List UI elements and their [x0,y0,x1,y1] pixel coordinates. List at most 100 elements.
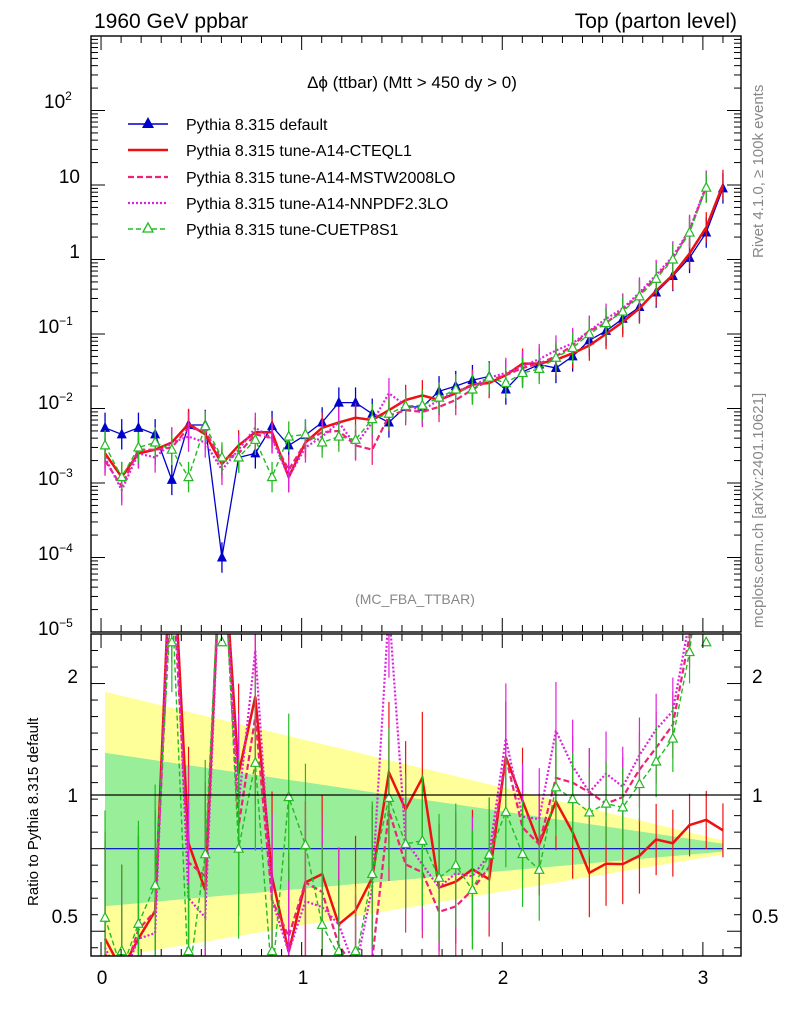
series-cuetp8s1 [99,172,712,493]
main-plot-series [99,169,728,573]
x-tick-3: 3 [698,968,709,989]
x-tick-2: 2 [498,968,509,989]
ratio-y-tick-05: 0.5 [52,907,78,928]
series-line-cteql1 [103,184,725,481]
ratio-data-point [567,792,579,804]
ratio-data-point [350,944,362,956]
ratio-data-point [333,944,345,956]
ratio-data-point [483,848,495,859]
x-tick-0: 0 [97,968,108,989]
ratio-y-tick-2: 2 [67,667,78,688]
ratio-data-point [149,879,161,890]
ratio-data-point [600,797,612,808]
legend-item-cteql1: Pythia 8.315 tune-A14-CTEQL1 [128,143,412,160]
data-point [249,433,261,444]
ratio-data-point [650,755,662,766]
header-left: 1960 GeV ppbar [94,10,248,33]
ratio-data-point [400,837,412,849]
axis-ticks [91,36,741,956]
ratio-data-point [433,871,445,882]
ratio-data-point [583,806,595,817]
data-point [483,371,495,382]
ratio-data-point [633,777,645,789]
legend-item-nnpdf: Pythia 8.315 tune-A14-NNPDF2.3LO [128,196,448,213]
legend: Pythia 8.315 default Pythia 8.315 tune-A… [128,117,455,239]
data-point [400,399,412,411]
ratio-data-point [283,790,295,802]
ratio-data-point [450,858,462,870]
data-point [633,290,645,301]
ratio-y-tick-1-right: 1 [752,786,763,807]
data-point [533,362,545,374]
legend-label-cteql1: Pythia 8.315 tune-A14-CTEQL1 [186,143,412,160]
data-point [667,253,679,264]
chart-title: Δϕ (ttbar) (Mtt > 450 dy > 0) [307,73,517,92]
ratio-data-point [132,917,144,928]
ratio-data-point [517,847,529,859]
data-point [166,473,177,484]
ratio-data-point [249,756,261,767]
data-point [650,272,662,283]
data-point [99,439,111,450]
data-point [433,391,445,402]
legend-item-default: Pythia 8.315 default [128,117,328,134]
y-tick-1: 1 [69,242,80,263]
ratio-data-point [366,867,378,879]
y-tick-1e-4: 10−4 [38,541,73,565]
y-tick-1e-5: 10−5 [38,616,73,640]
legend-label-mstw: Pythia 8.315 tune-A14-MSTW2008LO [186,170,455,187]
ratio-data-point [216,635,228,647]
y-tick-1e-3: 10−3 [38,466,73,490]
data-point [132,441,144,452]
legend-label-cuetp8s1: Pythia 8.315 tune-CUETP8S1 [186,222,399,239]
data-point [583,327,595,339]
data-point [567,341,579,353]
ratio-plot-frame [90,633,742,957]
ratio-data-point [416,834,428,845]
data-point [383,407,395,418]
data-point [466,383,478,394]
ratio-plot-series [99,634,724,956]
band-inner [105,752,723,907]
data-point [600,316,612,328]
ratio-series-cuetp8s1 [99,634,712,956]
ratio-data-point [383,791,395,802]
data-point [116,470,128,482]
series-cteql1 [103,169,725,493]
data-point [617,305,629,316]
data-point [183,470,195,482]
data-point [216,551,227,562]
legend-label-nnpdf: Pythia 8.315 tune-A14-NNPDF2.3LO [186,196,448,213]
ratio-data-point [99,911,111,922]
ratio-data-point [299,838,311,850]
y-tick-1e-1: 10−1 [38,314,73,338]
ratio-data-point [233,842,245,853]
data-point [199,419,211,431]
ratio-data-point [266,944,278,956]
ratio-data-point [183,944,195,956]
ratio-data-point [166,635,178,647]
x-tick-1: 1 [298,968,309,989]
data-point [500,376,512,388]
data-point [266,470,278,482]
mcplots-label: mcplots.cern.ch [arXiv:2401.10621] [750,393,767,628]
ratio-y-tick-05-right: 0.5 [752,907,778,928]
data-point [233,451,245,462]
ratio-data-point [116,944,128,956]
data-point [333,396,344,407]
data-point [550,351,562,362]
data-point [684,226,696,237]
data-point [100,421,111,432]
ratio-data-point [316,918,328,929]
data-point [149,436,161,447]
main-y-tick-labels: 102 10 1 10−1 10−2 10−3 10−4 10−5 [38,89,80,640]
ratio-data-point [466,883,478,895]
data-point [299,428,311,439]
ratio-data-point [533,863,545,874]
ratio-data-point [617,801,629,812]
analysis-tag: (MC_FBA_TTBAR) [355,591,475,607]
y-tick-1e2: 102 [44,89,72,113]
data-point [166,443,178,454]
ratio-y-tick-2-right: 2 [752,667,763,688]
